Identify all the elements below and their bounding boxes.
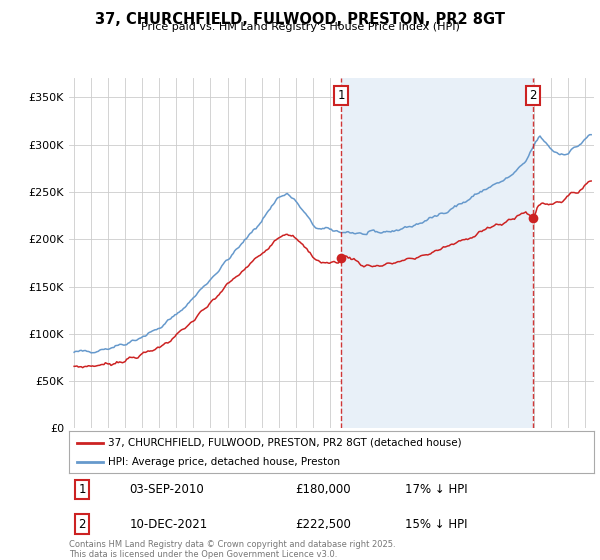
- Text: 17% ↓ HPI: 17% ↓ HPI: [405, 483, 467, 496]
- Text: HPI: Average price, detached house, Preston: HPI: Average price, detached house, Pres…: [109, 457, 341, 467]
- Text: 2: 2: [79, 517, 86, 530]
- Text: 15% ↓ HPI: 15% ↓ HPI: [405, 517, 467, 530]
- Bar: [341, 78, 533, 428]
- Text: £180,000: £180,000: [295, 483, 350, 496]
- Text: 37, CHURCHFIELD, FULWOOD, PRESTON, PR2 8GT: 37, CHURCHFIELD, FULWOOD, PRESTON, PR2 8…: [95, 12, 505, 27]
- Text: 1: 1: [337, 89, 345, 102]
- Text: 1: 1: [79, 483, 86, 496]
- Text: 37, CHURCHFIELD, FULWOOD, PRESTON, PR2 8GT (detached house): 37, CHURCHFIELD, FULWOOD, PRESTON, PR2 8…: [109, 437, 462, 447]
- Text: 2: 2: [530, 89, 537, 102]
- Text: 10-DEC-2021: 10-DEC-2021: [130, 517, 208, 530]
- Text: Contains HM Land Registry data © Crown copyright and database right 2025.
This d: Contains HM Land Registry data © Crown c…: [69, 540, 395, 559]
- Text: £222,500: £222,500: [295, 517, 350, 530]
- Text: 03-SEP-2010: 03-SEP-2010: [130, 483, 204, 496]
- Text: Price paid vs. HM Land Registry's House Price Index (HPI): Price paid vs. HM Land Registry's House …: [140, 22, 460, 32]
